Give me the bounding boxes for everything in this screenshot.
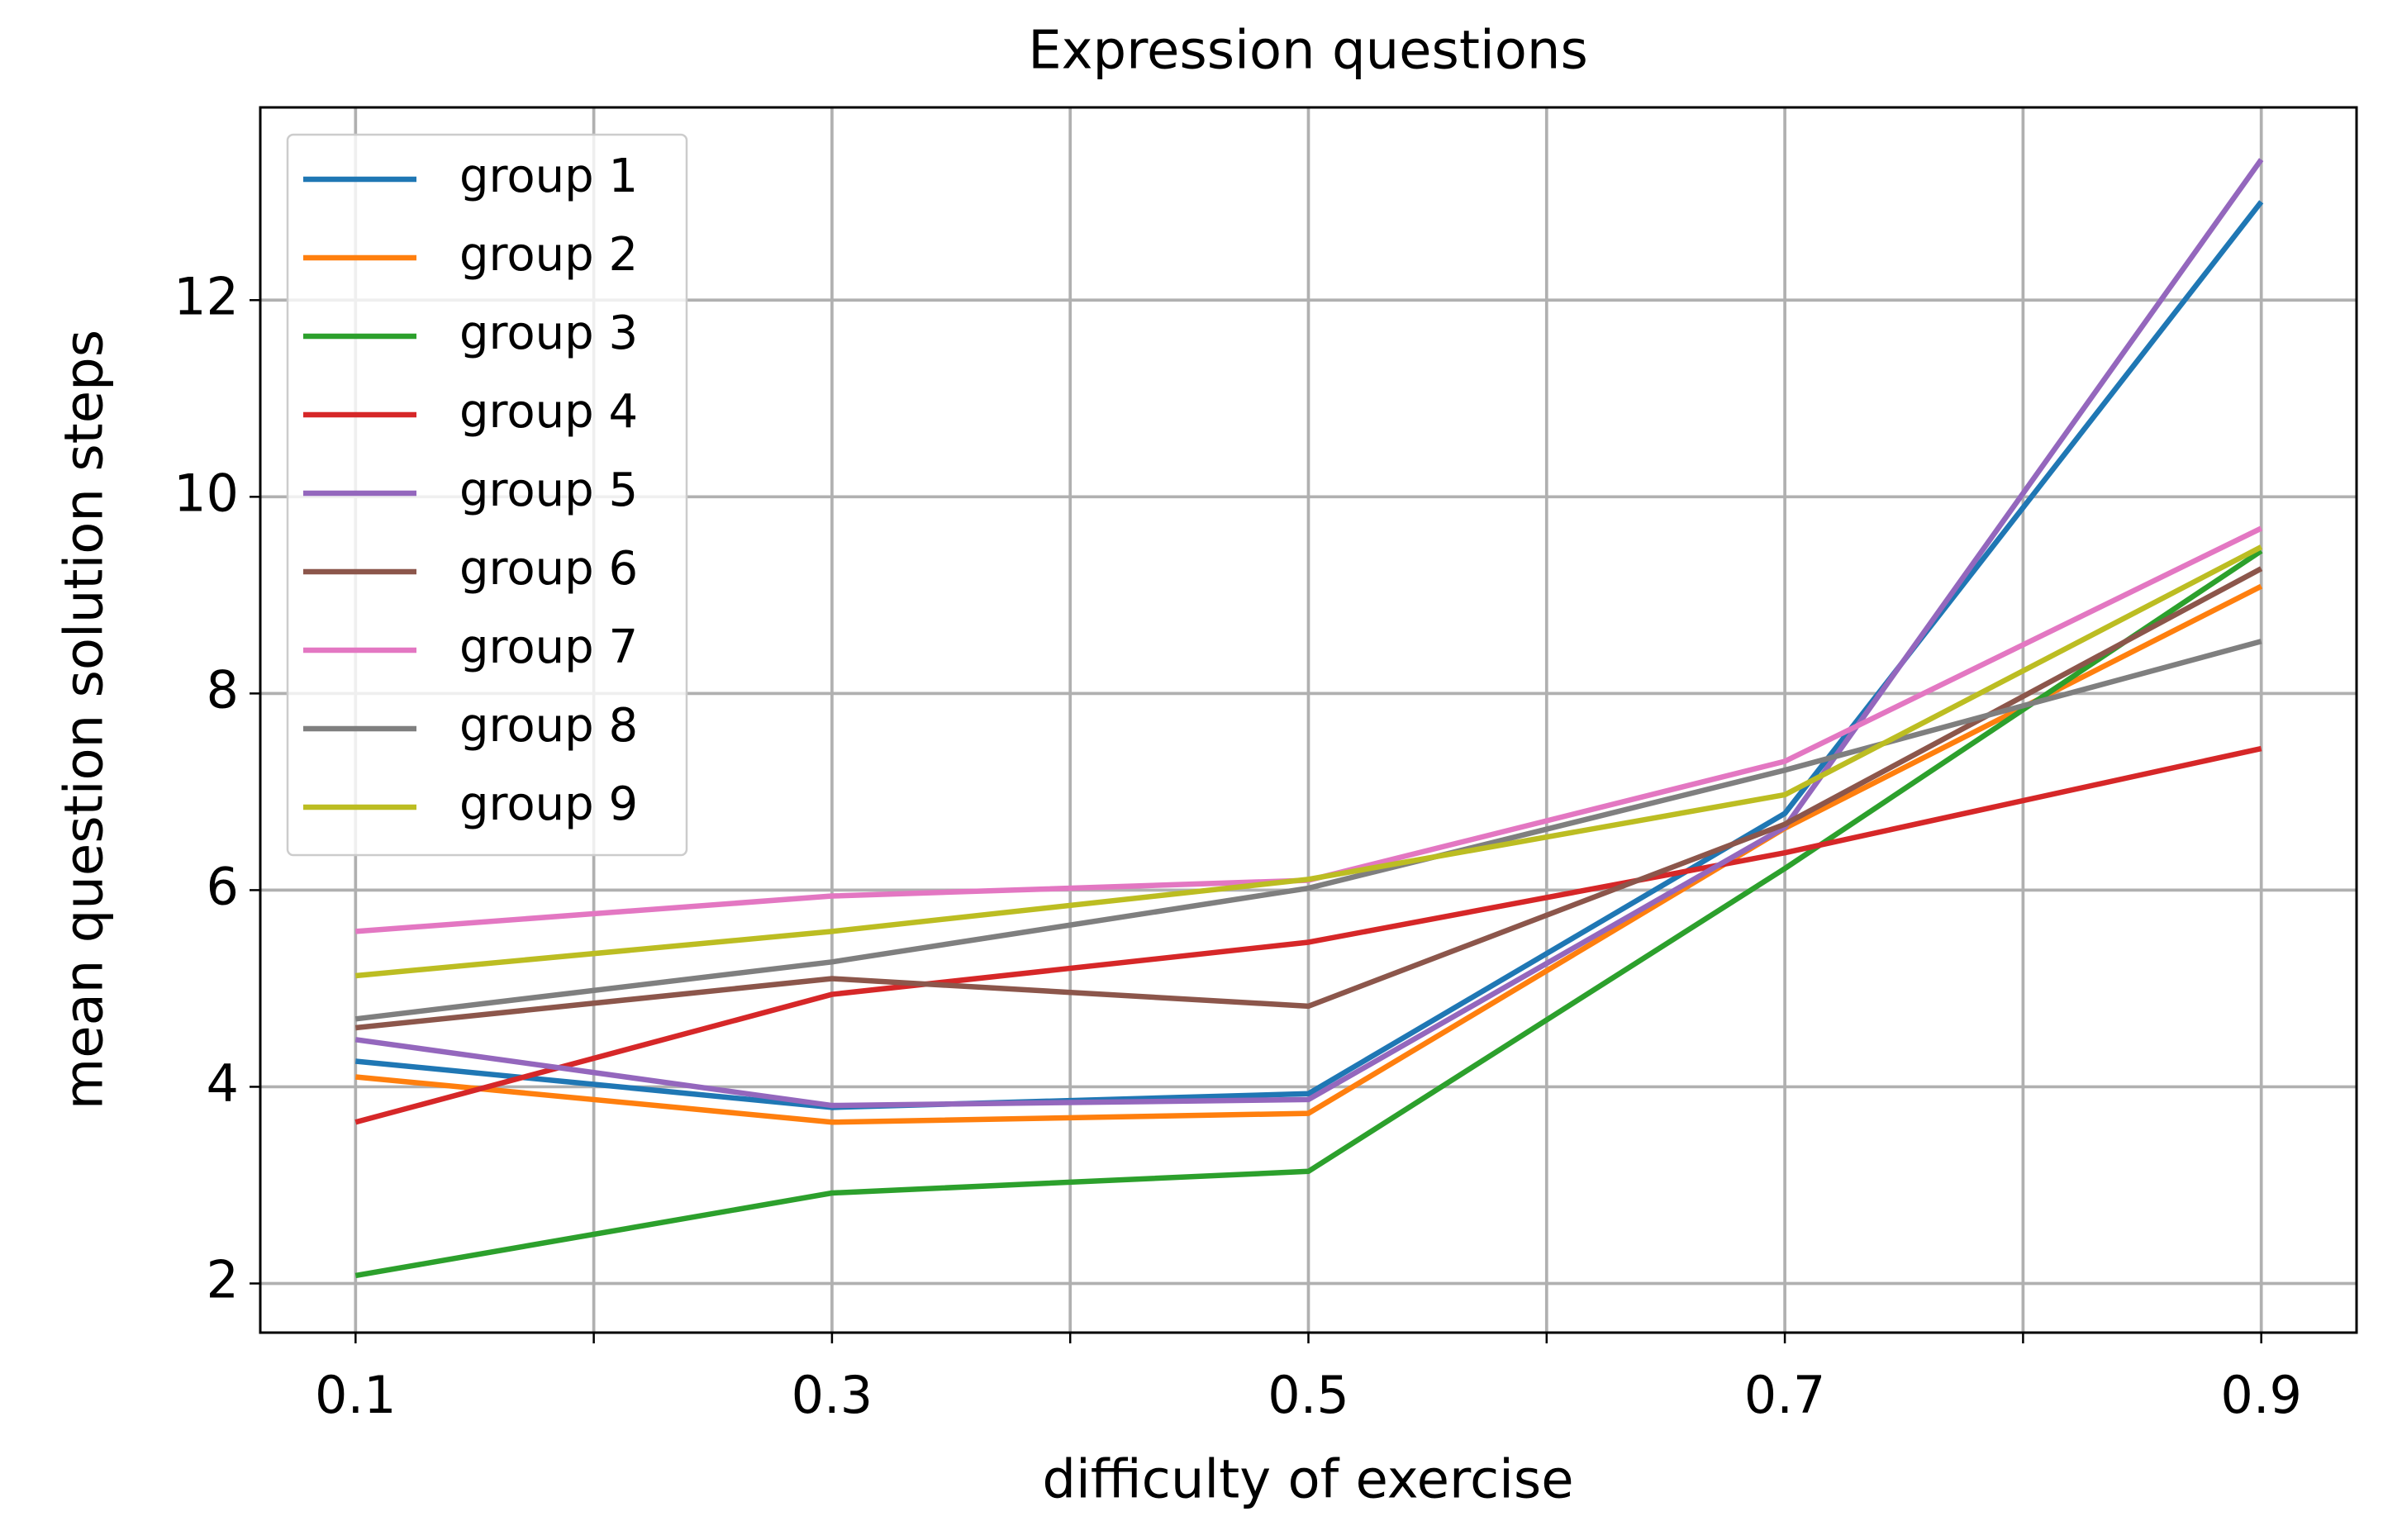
x-tick-label: 0.9 xyxy=(2220,1365,2302,1425)
series-line xyxy=(354,639,2262,1022)
legend-label: group 5 xyxy=(459,463,638,517)
series-line xyxy=(355,200,2264,1110)
y-axis-label: mean question solution steps xyxy=(55,330,116,1110)
legend-label: group 7 xyxy=(459,620,638,674)
legend-label: group 1 xyxy=(459,150,638,203)
legend-box xyxy=(286,133,688,857)
legend-label: group 6 xyxy=(459,542,638,596)
series-line xyxy=(354,549,2263,1279)
y-tick-label: 8 xyxy=(207,659,239,720)
y-tick-label: 12 xyxy=(174,266,239,326)
legend-label: group 9 xyxy=(459,777,638,831)
legend-label: group 2 xyxy=(459,228,638,282)
y-tick-label: 10 xyxy=(174,463,239,523)
series-line xyxy=(355,544,2263,979)
series-line xyxy=(354,566,2263,1031)
y-tick-label: 2 xyxy=(207,1250,239,1310)
axes-frame xyxy=(259,106,2358,1334)
series-line xyxy=(354,158,2264,1109)
legend-label: group 3 xyxy=(459,307,638,360)
series-line xyxy=(355,583,2263,1125)
chart-title: Expression questions xyxy=(1028,21,1588,82)
series-line xyxy=(354,745,2262,1125)
x-tick-label: 0.7 xyxy=(1744,1365,1826,1425)
x-axis-label: difficulty of exercise xyxy=(1042,1450,1573,1511)
legend-label: group 8 xyxy=(459,699,638,753)
x-tick-label: 0.3 xyxy=(792,1365,873,1425)
legend-label: group 4 xyxy=(459,385,638,439)
y-tick-label: 6 xyxy=(207,856,239,916)
x-tick-label: 0.5 xyxy=(1268,1365,1349,1425)
x-tick-label: 0.1 xyxy=(315,1365,397,1425)
y-tick-label: 4 xyxy=(207,1053,239,1114)
